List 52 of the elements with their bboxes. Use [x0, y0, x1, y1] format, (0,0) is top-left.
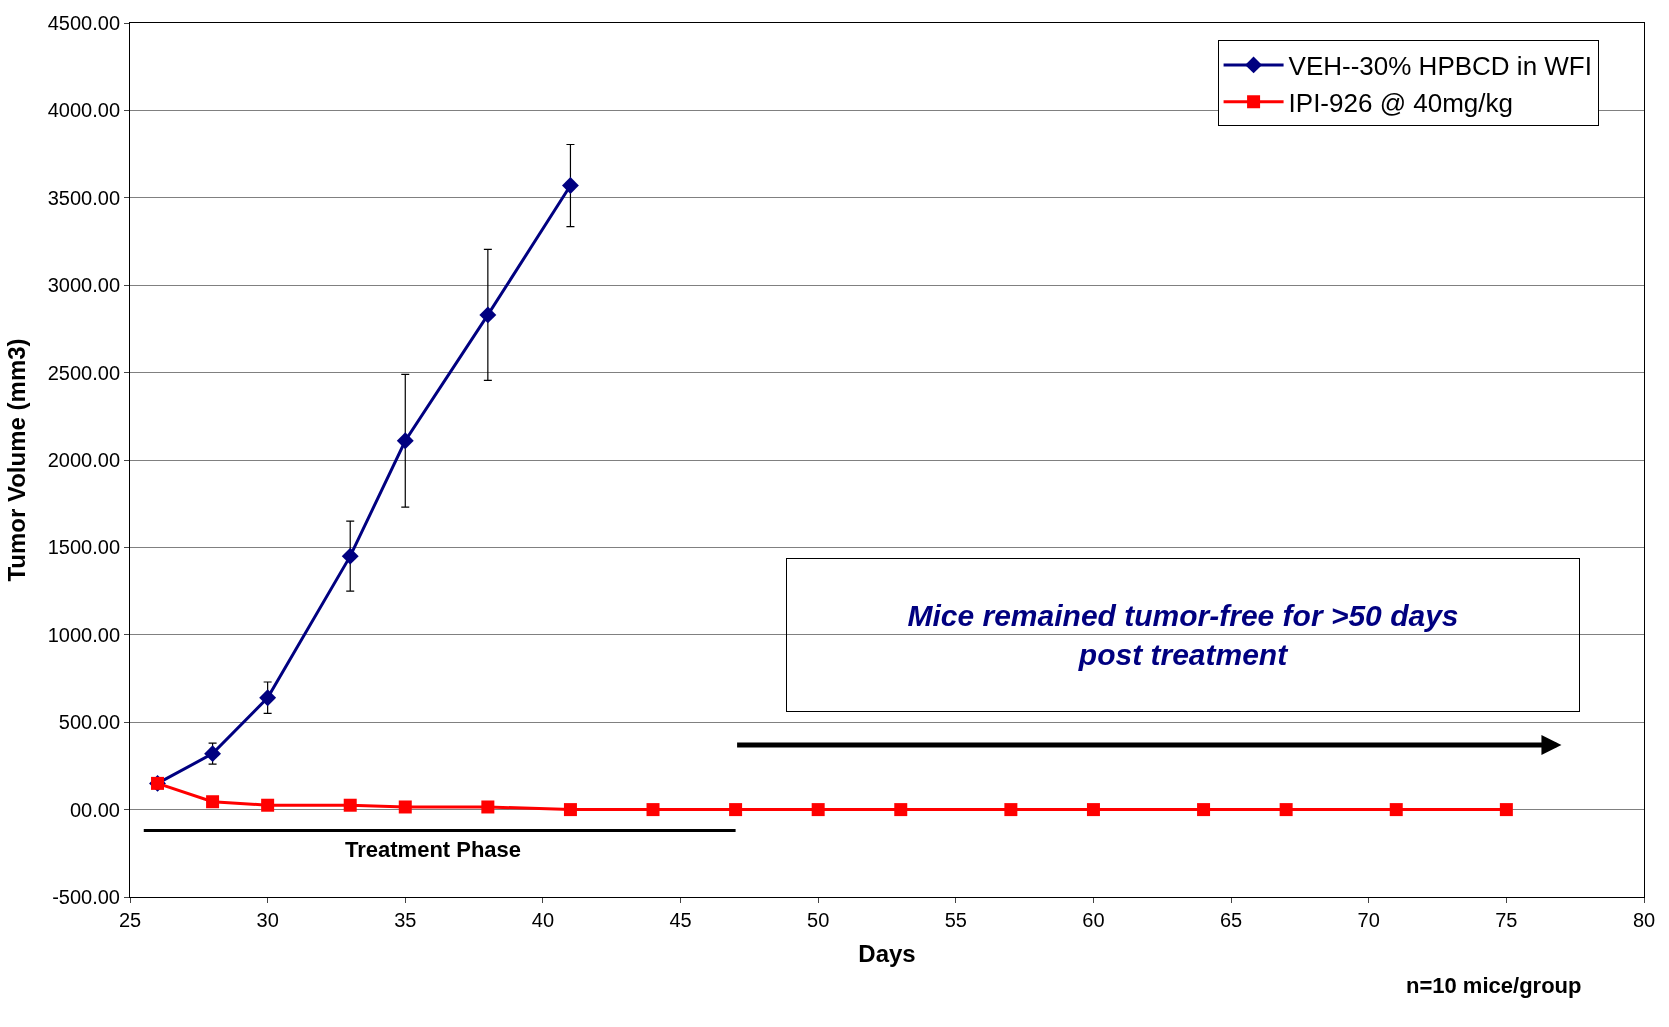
- y-tick-label: 4500.00: [47, 12, 120, 34]
- x-axis-title: Days: [858, 940, 916, 968]
- point: [396, 432, 414, 450]
- legend-label: IPI-926 @ 40mg/kg: [1288, 87, 1513, 118]
- point: [1086, 803, 1100, 817]
- y-tick-label: 500.00: [58, 711, 120, 734]
- x-tick-label: 65: [1219, 909, 1243, 931]
- y-axis-title: Tumor Volume (mm3): [2, 338, 30, 582]
- point: [261, 798, 275, 812]
- point: [259, 689, 277, 707]
- x-tick-label: 50: [807, 909, 830, 931]
- point: [894, 803, 908, 817]
- x-tick-label: 80: [1632, 909, 1656, 931]
- x-tick-label: 55: [944, 909, 967, 931]
- y-tick-label: 1000.00: [47, 623, 120, 646]
- y-tick-label: 4000.00: [47, 99, 120, 122]
- x-tick-label: 25: [118, 909, 142, 931]
- x-tick-label: 35: [394, 909, 417, 931]
- point: [204, 745, 222, 763]
- y-tick-label: 2500.00: [47, 361, 120, 384]
- point: [561, 177, 579, 195]
- text: n=10 mice/group: [1406, 973, 1582, 998]
- y-tick-label: 2000.00: [47, 449, 120, 471]
- point: [1499, 803, 1513, 817]
- y-tick-label: 3500.00: [47, 186, 120, 209]
- point: [343, 798, 357, 812]
- x-tick-label: 40: [531, 909, 555, 931]
- x-tick-label: 45: [669, 909, 692, 931]
- x-tick-label: 75: [1495, 909, 1518, 931]
- point: [1279, 803, 1293, 817]
- annotation: Mice remained tumor-free for >50 days post treatment: [907, 599, 1459, 671]
- point: [206, 795, 220, 809]
- point: [1389, 803, 1403, 817]
- point: [811, 803, 825, 817]
- y-tick-label: 00.00: [69, 798, 120, 821]
- point: [646, 803, 660, 817]
- y-tick-label: 3000.00: [47, 274, 120, 297]
- point: [1197, 803, 1211, 817]
- x-tick-label: 70: [1357, 909, 1380, 931]
- x-tick-label: 60: [1082, 909, 1105, 931]
- x-tick-label: 30: [256, 909, 279, 931]
- point: [341, 547, 359, 565]
- point: [479, 306, 497, 324]
- point: [398, 800, 412, 814]
- point: [563, 803, 577, 817]
- annotation: Treatment Phase: [345, 837, 522, 862]
- point: [1004, 803, 1018, 817]
- y-tick-label: -500.00: [52, 886, 120, 908]
- legend-label: VEH--30% HPBCD in WFI: [1288, 51, 1592, 82]
- point: [481, 800, 495, 814]
- point: [729, 803, 743, 817]
- y-tick-label: 1500.00: [47, 536, 120, 559]
